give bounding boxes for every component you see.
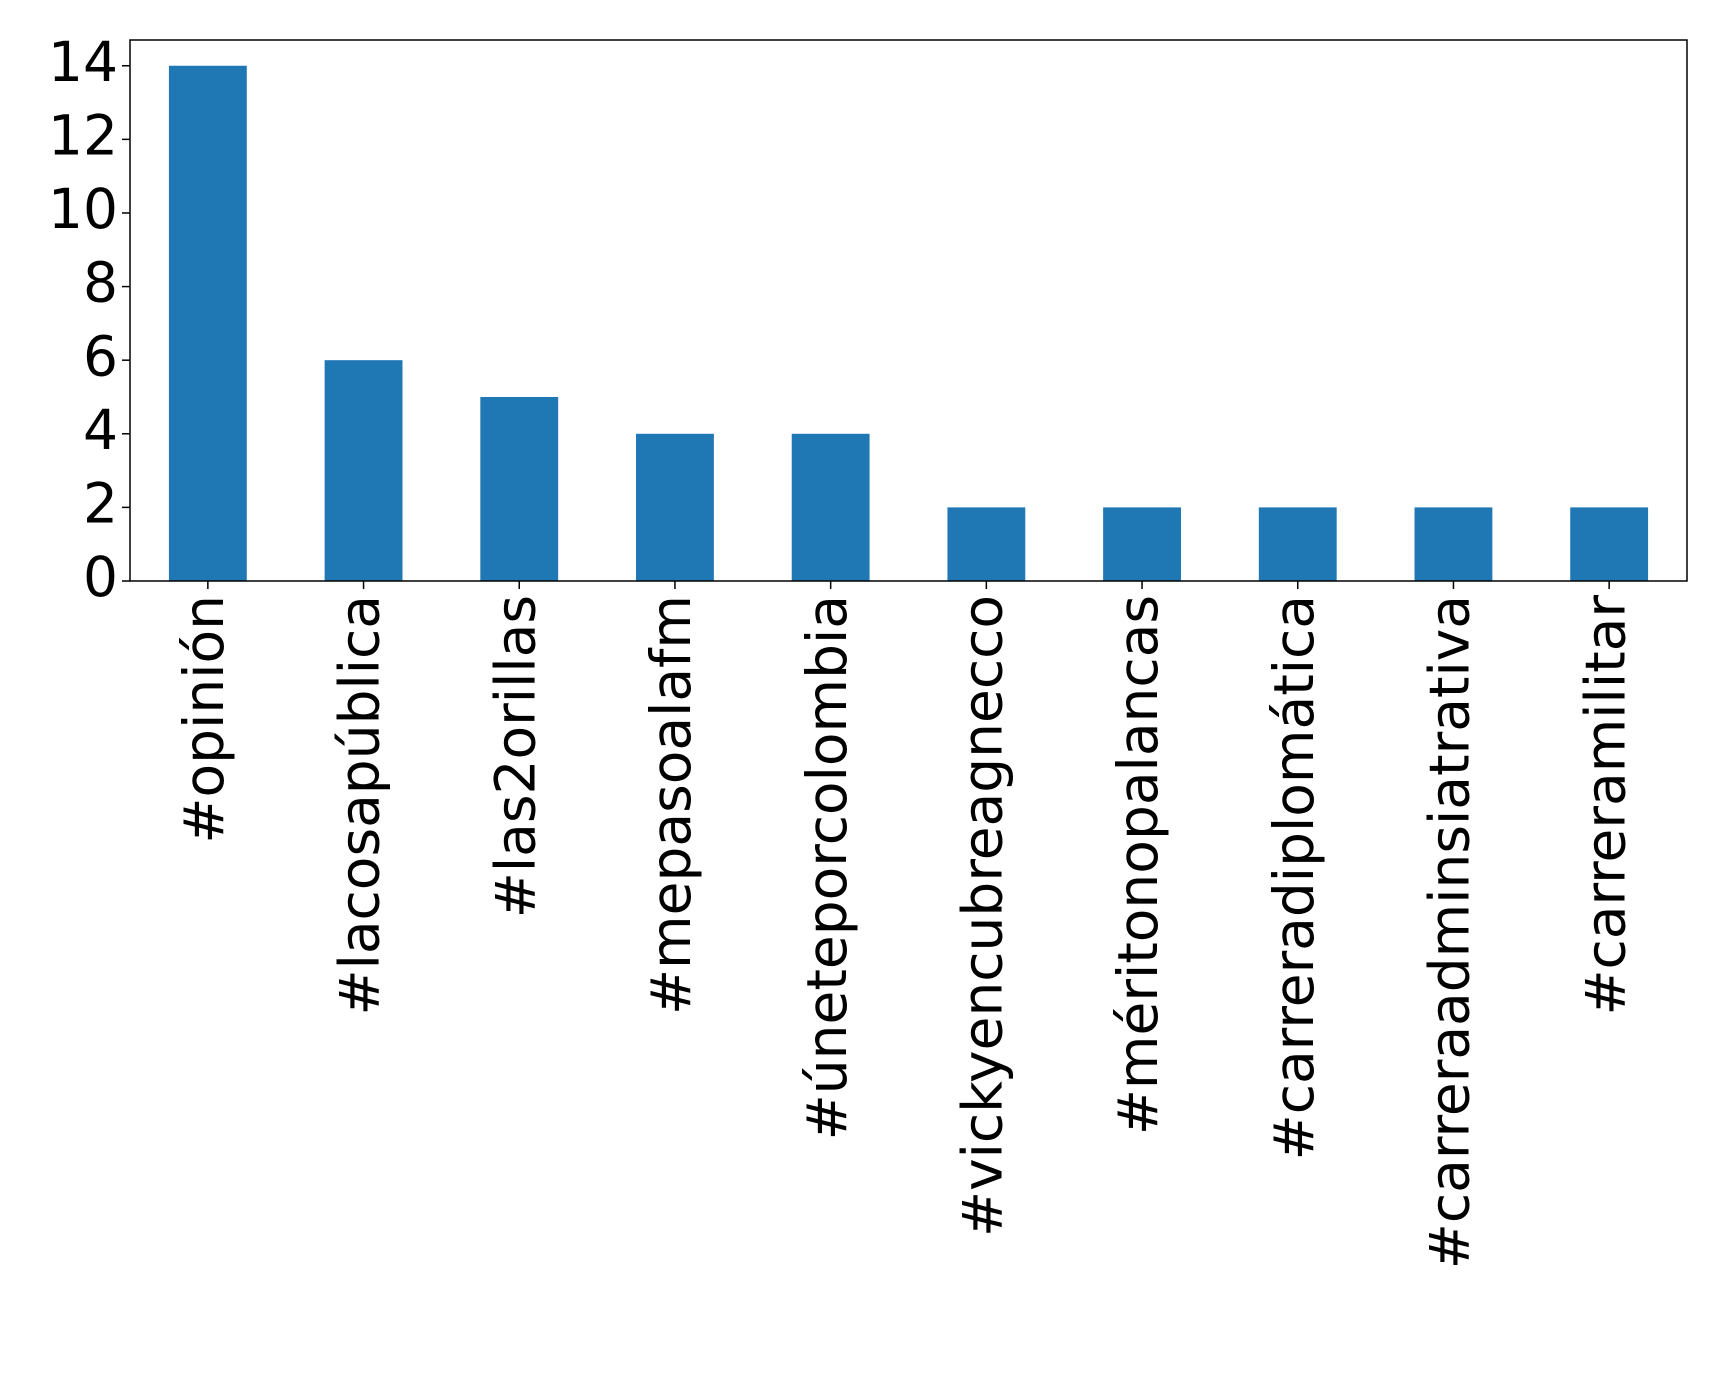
x-tick-label: #vickyencubreagnecco: [950, 595, 1014, 1237]
bar: [791, 433, 870, 581]
bar: [1258, 507, 1337, 581]
x-tick-label: #lacosapública: [328, 595, 392, 1016]
plot-frame: [129, 39, 1688, 582]
x-tick-label: #carreradiplomática: [1262, 595, 1326, 1160]
bar: [1414, 507, 1493, 581]
x-tick-label: #las2orillas: [483, 595, 547, 918]
bar: [168, 65, 247, 581]
y-tick-label: 10: [48, 177, 118, 241]
y-tick-label: 6: [83, 324, 118, 388]
y-tick-label: 2: [83, 472, 118, 536]
x-tick-label: #mepasoalafm: [639, 595, 703, 1015]
x-tick-label: #méritonopalancas: [1106, 595, 1170, 1135]
y-tick-label: 12: [48, 104, 118, 168]
x-tick-label: #carreraadminsiatrativa: [1418, 595, 1482, 1269]
y-tick-label: 0: [83, 545, 118, 609]
bar: [636, 433, 714, 581]
bar: [1103, 507, 1181, 581]
y-tick-label: 14: [48, 30, 118, 94]
x-tick-label: #carreramilitar: [1573, 595, 1637, 1016]
y-tick-label: 4: [83, 398, 118, 462]
bar: [1570, 507, 1649, 581]
y-tick-label: 8: [83, 251, 118, 315]
bar: [947, 507, 1026, 581]
x-tick-label: #úneteporcolombia: [795, 595, 859, 1140]
bar: [324, 360, 403, 581]
x-tick-label: #opinión: [172, 595, 236, 844]
bar: [480, 396, 559, 581]
